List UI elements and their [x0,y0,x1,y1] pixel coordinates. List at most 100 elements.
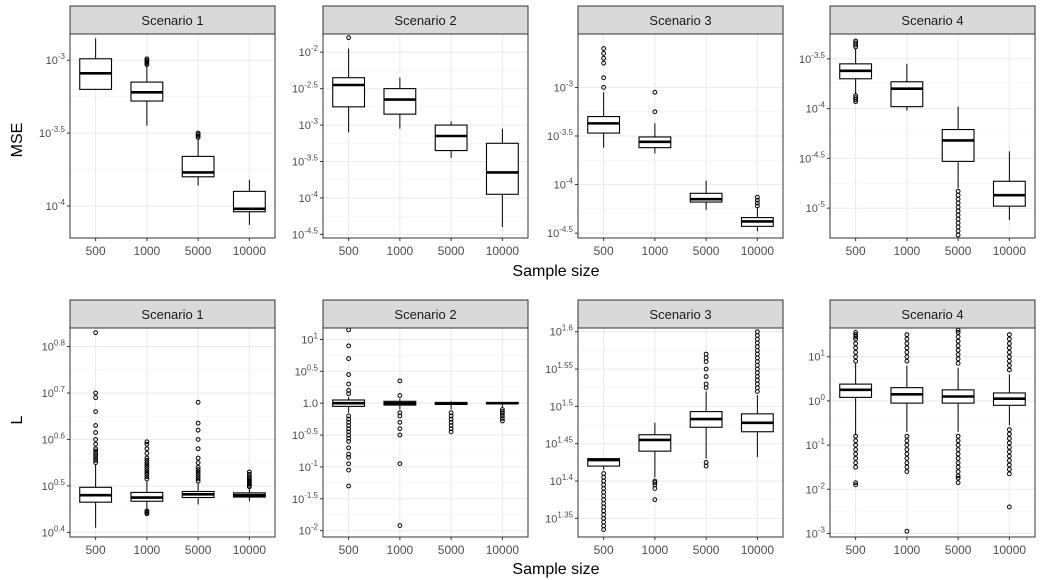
box-body [941,128,975,162]
x-tick-label: 1000 [894,244,921,258]
outlier-point [853,460,859,466]
box-body [383,88,417,115]
outlier-point [955,343,961,349]
outlier-point [346,419,352,425]
outlier-point [93,455,99,461]
outlier-point [1006,453,1012,459]
outlier-point [448,413,454,419]
y-tick-label: 10-2.5 [292,81,319,96]
outlier-point [346,413,352,419]
outlier-point [195,130,201,136]
outlier-point [246,474,252,480]
box-10000 [992,332,1026,510]
outlier-point [346,372,352,377]
box-body [638,434,672,452]
outlier-point [346,461,352,467]
outlier-point [499,413,505,419]
x-tick-label: 1000 [387,543,414,557]
outlier-point [1006,341,1012,346]
plot-area [323,328,528,537]
panel-border [322,327,529,538]
outlier-point [754,194,760,200]
outlier-point [397,523,403,528]
outlier-point [703,351,709,357]
outlier-point [904,433,910,439]
outlier-point [853,464,859,470]
plot-area [578,328,783,537]
box-body [689,192,723,203]
outlier-point [195,427,201,433]
outlier-point [601,75,607,81]
y-tick-label: 10-1 [806,437,826,452]
outlier-point [499,410,505,416]
panel-title: Scenario 2 [394,13,456,28]
outlier-point [904,469,910,475]
outlier-point [1006,471,1012,477]
panel-border [69,327,276,538]
outlier-point [955,469,961,475]
box-500 [79,330,113,528]
outlier-point [601,527,607,532]
y-tick-label: 100.5 [42,478,66,493]
outlier-point [448,410,454,416]
outlier-point [195,420,201,426]
box-1000 [890,332,924,534]
outlier-point [1006,462,1012,468]
outlier-point [754,203,760,209]
box-5000 [941,327,975,486]
outlier-point [346,483,352,489]
panel-title: Scenario 2 [394,307,456,322]
box-500 [79,38,113,90]
outlier-point [703,463,709,469]
y-tick-label: 10-2 [299,44,319,59]
outlier-point [144,462,150,468]
outlier-point [652,89,658,95]
x-tick-label: 500 [846,543,866,557]
outlier-point [601,55,607,61]
outlier-point [1006,449,1012,455]
x-tick-label: 500 [846,244,866,258]
outlier-point [652,486,658,491]
box-10000 [740,194,774,232]
outlier-point [904,460,910,466]
y-tick-label: 1.0 [303,398,318,410]
panel-border [322,33,529,239]
outlier-point [397,378,403,384]
outlier-point [1006,444,1012,450]
panel-title: Scenario 4 [901,13,963,28]
box-500 [332,35,366,133]
outlier-point [346,391,352,397]
y-tick-label: 100.7 [42,385,66,400]
outlier-point [754,197,760,203]
y-tick-label: 10-2 [806,481,826,496]
outlier-point [93,448,99,454]
panel-strip [322,299,529,329]
x-tick-label: 5000 [185,244,212,258]
x-tick-label: 10000 [486,543,520,557]
outlier-point [1006,354,1012,360]
outlier-point [955,433,961,439]
outlier-point [346,451,352,457]
outlier-point [144,455,150,461]
outlier-point [246,471,252,477]
outlier-point [904,345,910,351]
outlier-point [955,232,961,238]
x-axis-title-row-2: Sample size [512,561,599,578]
x-tick-label: 5000 [185,543,212,557]
outlier-point [703,374,709,379]
outlier-point [955,338,961,344]
x-tick-label: 10000 [993,244,1027,258]
y-tick-label: 10-3 [554,79,574,94]
outlier-point [955,442,961,448]
box-10000 [232,179,266,225]
outlier-point [195,474,201,480]
panel-4: Scenario 4 10-5 10-4.5 10-4 10-3.5 500 1000 500… [799,5,1036,258]
outlier-point [195,476,201,482]
y-tick-label: 101 [808,349,825,364]
y-tick-label: 10-0.5 [292,427,319,442]
outlier-point [195,455,201,461]
panel-strip [829,299,1036,329]
outlier-point [346,439,352,444]
y-tick-label: 10-4 [806,101,826,116]
box-body [587,458,621,467]
